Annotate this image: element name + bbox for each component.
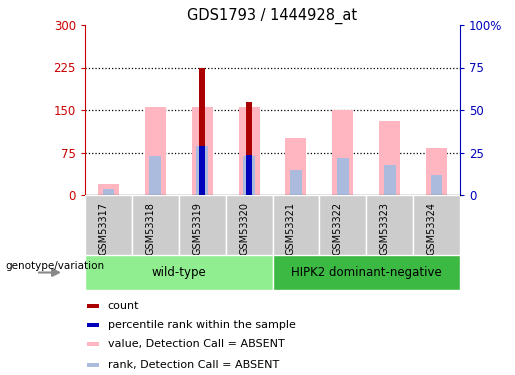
Bar <box>272 255 460 290</box>
Bar <box>285 138 306 195</box>
Bar <box>272 195 319 255</box>
Bar <box>413 195 460 255</box>
Bar <box>243 156 255 195</box>
Bar <box>366 195 413 255</box>
Text: GSM53324: GSM53324 <box>426 202 437 255</box>
Bar <box>319 195 366 255</box>
Bar <box>179 195 226 255</box>
Text: value, Detection Call = ABSENT: value, Detection Call = ABSENT <box>108 339 284 349</box>
Text: GSM53318: GSM53318 <box>145 202 156 255</box>
Bar <box>199 68 205 195</box>
Text: GSM53320: GSM53320 <box>239 202 249 255</box>
Bar <box>85 195 132 255</box>
Bar <box>246 155 252 195</box>
Bar <box>102 189 114 195</box>
Text: genotype/variation: genotype/variation <box>5 261 104 271</box>
Bar <box>337 158 349 195</box>
Bar <box>332 110 353 195</box>
Bar <box>87 342 99 346</box>
Text: GSM53322: GSM53322 <box>333 202 343 255</box>
Bar <box>149 156 161 195</box>
Bar <box>87 363 99 367</box>
Bar <box>192 107 213 195</box>
Bar <box>290 170 302 195</box>
Text: wild-type: wild-type <box>151 266 206 279</box>
Bar <box>226 195 272 255</box>
Bar <box>199 146 205 195</box>
Bar <box>426 148 447 195</box>
Text: HIPK2 dominant-negative: HIPK2 dominant-negative <box>291 266 442 279</box>
Bar <box>246 102 252 195</box>
Text: GSM53319: GSM53319 <box>192 202 202 255</box>
Text: GSM53317: GSM53317 <box>98 202 109 255</box>
Title: GDS1793 / 1444928_at: GDS1793 / 1444928_at <box>187 8 357 24</box>
Bar <box>431 175 442 195</box>
Bar <box>238 107 260 195</box>
Bar <box>132 195 179 255</box>
Bar <box>196 146 208 195</box>
Bar <box>85 255 272 290</box>
Text: count: count <box>108 301 139 310</box>
Bar <box>98 184 119 195</box>
Bar <box>384 165 396 195</box>
Bar <box>145 107 166 195</box>
Text: GSM53321: GSM53321 <box>286 202 296 255</box>
Bar <box>87 304 99 307</box>
Text: percentile rank within the sample: percentile rank within the sample <box>108 320 296 330</box>
Text: rank, Detection Call = ABSENT: rank, Detection Call = ABSENT <box>108 360 279 370</box>
Bar <box>87 323 99 327</box>
Text: GSM53323: GSM53323 <box>380 202 390 255</box>
Bar <box>379 122 400 195</box>
